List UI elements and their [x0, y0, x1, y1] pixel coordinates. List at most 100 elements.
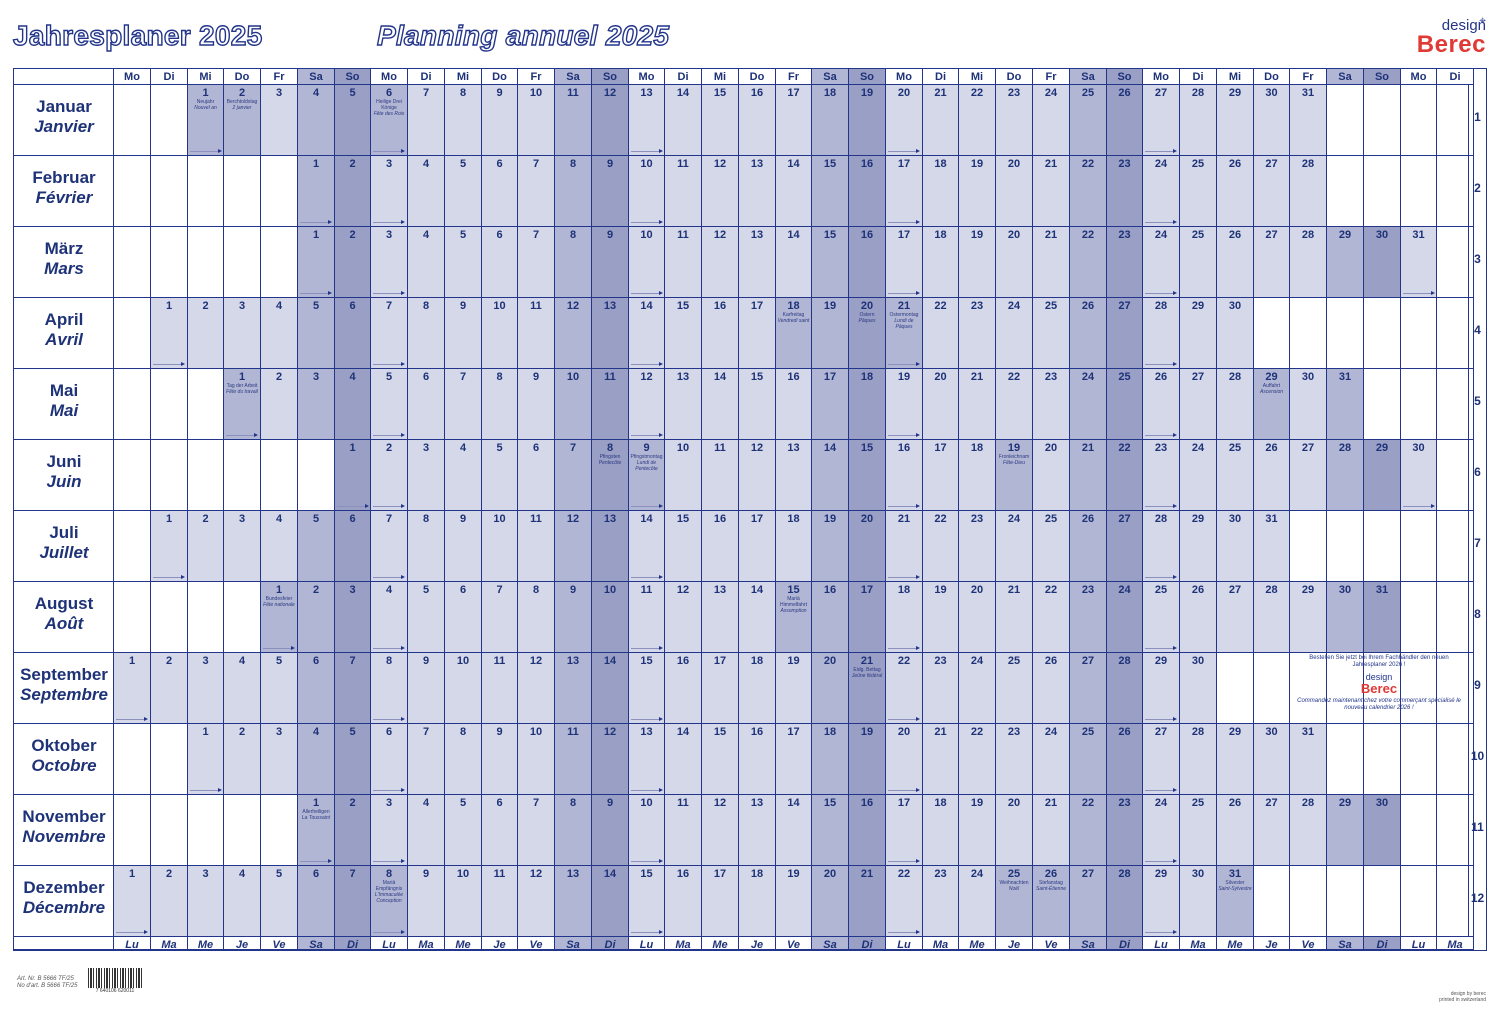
day-cell[interactable]: 21: [959, 369, 996, 440]
day-cell[interactable]: 3: [371, 227, 408, 298]
day-cell[interactable]: 19: [959, 156, 996, 227]
day-cell[interactable]: 20: [996, 156, 1033, 227]
day-cell[interactable]: 16: [702, 511, 739, 582]
day-cell[interactable]: 4: [261, 298, 298, 369]
day-cell[interactable]: 30: [1254, 85, 1290, 156]
day-cell[interactable]: 11: [518, 298, 555, 369]
day-cell[interactable]: 26: [1070, 511, 1107, 582]
day-cell[interactable]: 7: [408, 724, 445, 795]
day-cell[interactable]: 31: [1401, 227, 1437, 298]
day-cell[interactable]: 18: [923, 156, 959, 227]
day-cell[interactable]: 18: [849, 369, 886, 440]
day-cell[interactable]: 12: [518, 866, 555, 937]
day-cell[interactable]: 4: [371, 582, 408, 653]
day-cell[interactable]: 25: [1143, 582, 1180, 653]
day-cell[interactable]: 5: [298, 511, 335, 582]
day-cell[interactable]: 28: [1107, 653, 1143, 724]
day-cell[interactable]: 28: [1290, 227, 1327, 298]
day-cell[interactable]: 24: [1143, 227, 1180, 298]
day-cell[interactable]: 9: [518, 369, 555, 440]
day-cell[interactable]: 25: [1033, 511, 1070, 582]
day-cell[interactable]: 13: [665, 369, 702, 440]
day-cell[interactable]: 4: [408, 795, 445, 866]
day-cell[interactable]: 19: [959, 227, 996, 298]
day-cell[interactable]: 15: [812, 156, 849, 227]
day-cell[interactable]: 16: [849, 156, 886, 227]
day-cell[interactable]: 13: [776, 440, 812, 511]
day-cell[interactable]: 27: [1290, 440, 1327, 511]
day-cell[interactable]: 27: [1217, 582, 1254, 653]
day-cell[interactable]: 28: [1143, 298, 1180, 369]
day-cell[interactable]: 1 Allerheiligen La Toussaint: [298, 795, 335, 866]
day-cell[interactable]: 28: [1327, 440, 1364, 511]
day-cell[interactable]: 12: [592, 85, 629, 156]
day-cell[interactable]: 16: [702, 298, 739, 369]
day-cell[interactable]: 15: [812, 227, 849, 298]
day-cell[interactable]: 29: [1143, 653, 1180, 724]
day-cell[interactable]: 19: [849, 85, 886, 156]
day-cell[interactable]: 14: [776, 156, 812, 227]
day-cell[interactable]: 28: [1254, 582, 1290, 653]
day-cell[interactable]: 27: [1254, 795, 1290, 866]
day-cell[interactable]: 17: [702, 866, 739, 937]
day-cell[interactable]: 22: [1070, 795, 1107, 866]
day-cell[interactable]: 30: [1254, 724, 1290, 795]
day-cell[interactable]: 5: [335, 724, 371, 795]
day-cell[interactable]: 8: [408, 298, 445, 369]
day-cell[interactable]: 22: [1070, 227, 1107, 298]
day-cell[interactable]: 1: [298, 156, 335, 227]
day-cell[interactable]: 17: [739, 298, 776, 369]
day-cell[interactable]: 1: [188, 724, 224, 795]
day-cell[interactable]: 18: [812, 85, 849, 156]
day-cell[interactable]: 1 Tag der Arbeit Fête du travail: [224, 369, 261, 440]
day-cell[interactable]: 3: [371, 156, 408, 227]
day-cell[interactable]: 18: [923, 227, 959, 298]
day-cell[interactable]: 1: [335, 440, 371, 511]
day-cell[interactable]: 21: [886, 511, 923, 582]
day-cell[interactable]: 13: [739, 795, 776, 866]
day-cell[interactable]: 3: [335, 582, 371, 653]
day-cell[interactable]: 25: [1180, 227, 1217, 298]
day-cell[interactable]: 10: [445, 866, 482, 937]
day-cell[interactable]: 24: [959, 653, 996, 724]
day-cell[interactable]: 3: [261, 85, 298, 156]
day-cell[interactable]: 23: [923, 866, 959, 937]
day-cell[interactable]: 28: [1290, 795, 1327, 866]
day-cell[interactable]: 4: [224, 866, 261, 937]
day-cell[interactable]: 23: [923, 653, 959, 724]
day-cell[interactable]: 4: [445, 440, 482, 511]
day-cell[interactable]: 3: [188, 653, 224, 724]
day-cell[interactable]: 30: [1290, 369, 1327, 440]
day-cell[interactable]: 13: [555, 866, 592, 937]
day-cell[interactable]: 30: [1364, 227, 1401, 298]
day-cell[interactable]: 13: [629, 724, 665, 795]
day-cell[interactable]: 13: [592, 298, 629, 369]
day-cell[interactable]: 13: [592, 511, 629, 582]
day-cell[interactable]: 12: [739, 440, 776, 511]
day-cell[interactable]: 24: [1107, 582, 1143, 653]
day-cell[interactable]: 15 Mariä Himmelfahrt Assomption: [776, 582, 812, 653]
day-cell[interactable]: 8 Mariä Empfängnis L'Immaculée Conception: [371, 866, 408, 937]
day-cell[interactable]: 11: [665, 227, 702, 298]
day-cell[interactable]: 27: [1070, 653, 1107, 724]
day-cell[interactable]: 19: [776, 866, 812, 937]
day-cell[interactable]: 18: [739, 653, 776, 724]
day-cell[interactable]: 31: [1290, 85, 1327, 156]
day-cell[interactable]: 9: [555, 582, 592, 653]
day-cell[interactable]: 15: [739, 369, 776, 440]
day-cell[interactable]: 1: [298, 227, 335, 298]
day-cell[interactable]: 29: [1143, 866, 1180, 937]
day-cell[interactable]: 20: [1033, 440, 1070, 511]
day-cell[interactable]: 18: [739, 866, 776, 937]
day-cell[interactable]: 12: [665, 582, 702, 653]
day-cell[interactable]: 2: [151, 866, 188, 937]
day-cell[interactable]: 28: [1180, 85, 1217, 156]
day-cell[interactable]: 6: [408, 369, 445, 440]
day-cell[interactable]: 23: [1070, 582, 1107, 653]
day-cell[interactable]: 17: [776, 85, 812, 156]
day-cell[interactable]: 24: [996, 511, 1033, 582]
day-cell[interactable]: 8: [555, 156, 592, 227]
day-cell[interactable]: 23: [1107, 156, 1143, 227]
day-cell[interactable]: 10: [665, 440, 702, 511]
day-cell[interactable]: 8: [555, 795, 592, 866]
